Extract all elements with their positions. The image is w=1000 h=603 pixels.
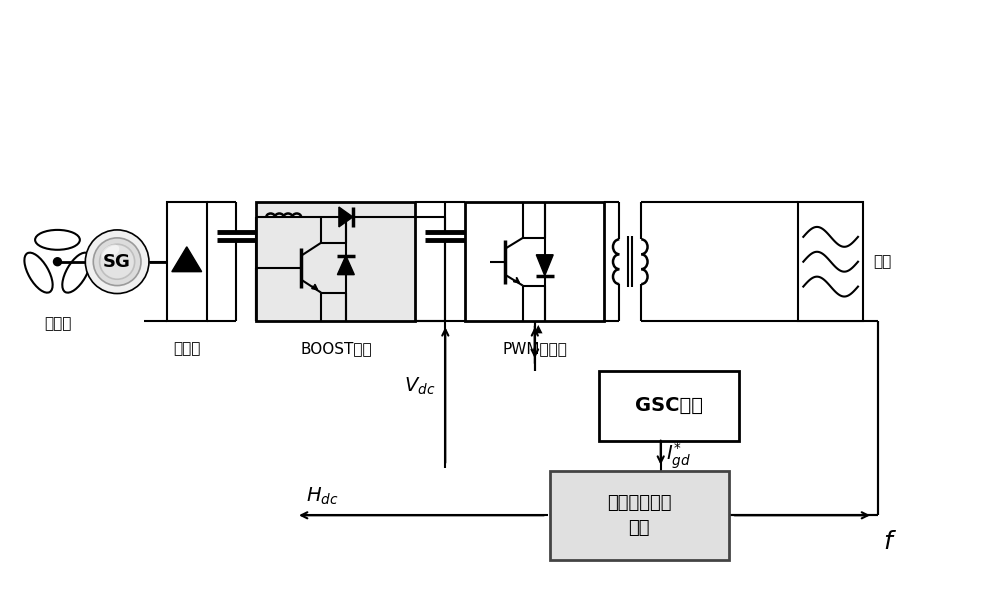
Polygon shape	[536, 254, 553, 276]
Text: $f$: $f$	[883, 530, 897, 554]
Text: $I^{*}_{gd}$: $I^{*}_{gd}$	[666, 440, 691, 471]
Circle shape	[85, 230, 149, 294]
Bar	[550, 470, 729, 560]
Text: SG: SG	[103, 253, 131, 271]
Bar	[798, 202, 863, 321]
Ellipse shape	[101, 245, 119, 259]
Bar	[465, 202, 604, 321]
Circle shape	[53, 257, 61, 266]
Bar	[256, 202, 415, 321]
Text: 直流电容惧性
控制: 直流电容惧性 控制	[607, 494, 671, 537]
Polygon shape	[339, 207, 353, 227]
Text: BOOST电路: BOOST电路	[300, 341, 372, 356]
Bar	[599, 371, 739, 441]
Text: 整流器: 整流器	[173, 341, 200, 356]
Circle shape	[93, 238, 141, 286]
Text: ▲: ▲	[534, 323, 542, 333]
Polygon shape	[172, 247, 202, 272]
Text: $H_{dc}$: $H_{dc}$	[306, 486, 339, 507]
Text: 电网: 电网	[873, 254, 891, 269]
Text: 风力机: 风力机	[44, 317, 71, 332]
Polygon shape	[337, 256, 354, 274]
Text: $V_{dc}$: $V_{dc}$	[404, 376, 435, 397]
Text: PWM逆变器: PWM逆变器	[502, 341, 567, 356]
Text: GSC控制: GSC控制	[635, 396, 703, 415]
Circle shape	[100, 244, 135, 279]
Bar	[167, 202, 207, 321]
